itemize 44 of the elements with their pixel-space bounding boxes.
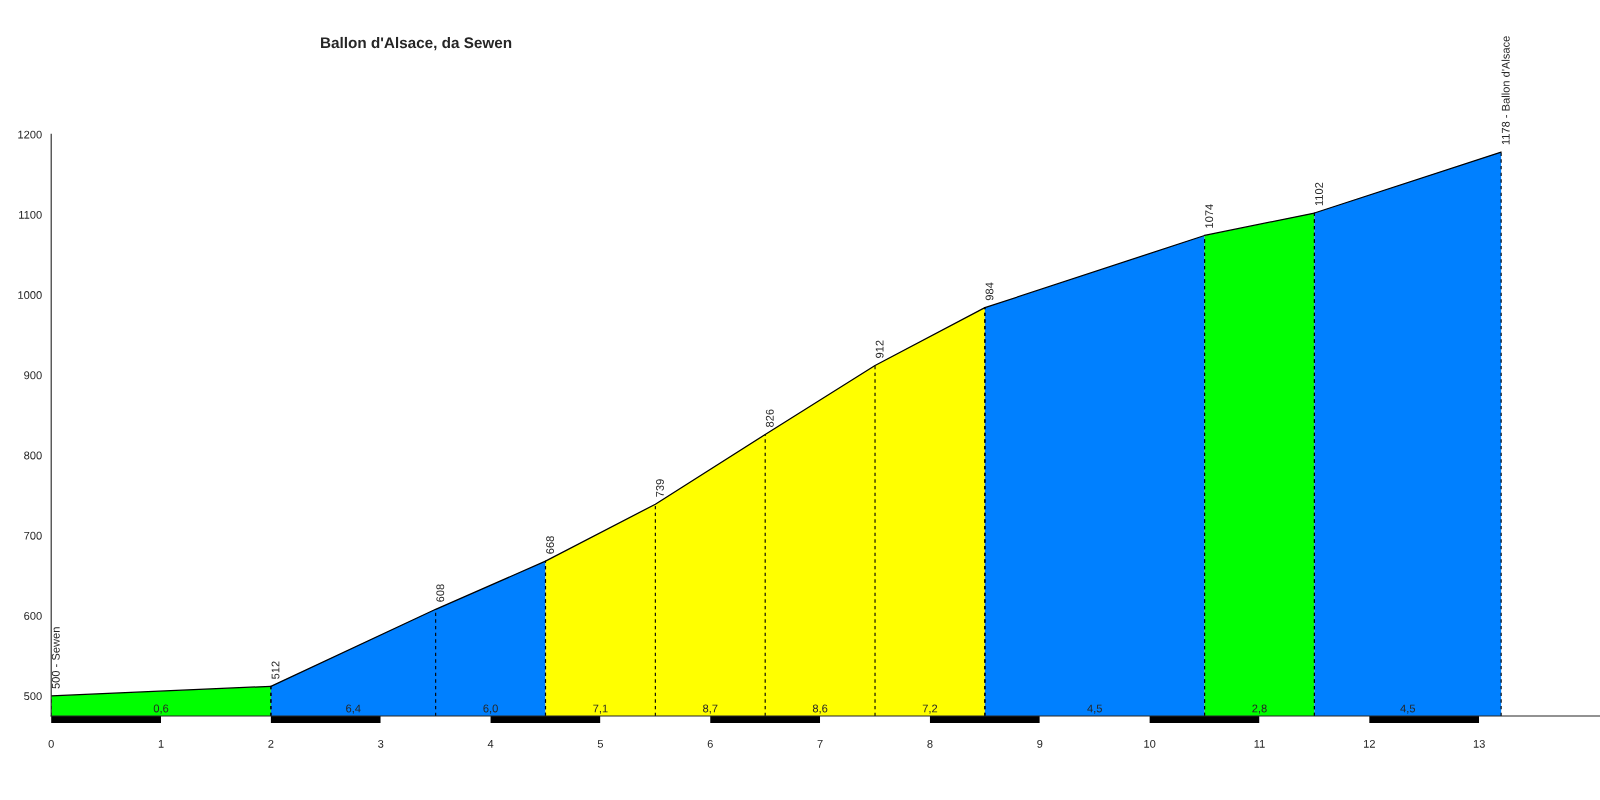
annotation: 6,4 (346, 704, 361, 714)
y-tick-label: 700 (24, 531, 42, 540)
annotation: 0,6 (153, 704, 169, 714)
annotation: 2,8 (1252, 704, 1267, 714)
annotation: 1102 (1315, 182, 1323, 206)
annotation: 7,1 (593, 704, 608, 714)
annotation: 608 (436, 584, 445, 602)
x-tick-label: 8 (927, 739, 933, 748)
y-tick-label: 1100 (19, 210, 42, 219)
annotation: 1178 - Ballon d'Alsace (1501, 36, 1510, 145)
x-tick-label: 0 (48, 739, 54, 748)
x-tick-label: 7 (817, 740, 823, 748)
annotation: 1074 (1205, 204, 1214, 228)
annotation: 668 (546, 536, 555, 554)
x-tick-label: 12 (1364, 739, 1375, 748)
y-tick-label: 1200 (18, 130, 42, 139)
y-tick-label: 500 (24, 692, 42, 701)
x-tick-label: 2 (268, 739, 274, 748)
x-tick-label: 5 (597, 740, 604, 748)
annotation: 500 - Sewen (51, 627, 60, 689)
y-tick-label: 900 (24, 371, 42, 380)
annotation: 4,5 (1400, 704, 1416, 714)
x-tick-label: 11 (1254, 740, 1265, 748)
y-tick-label: 600 (24, 611, 42, 620)
y-tick-label: 1000 (18, 291, 42, 299)
annotation: 984 (985, 282, 994, 301)
annotation: 7,2 (922, 704, 938, 714)
annotation: 4,5 (1087, 704, 1102, 714)
x-tick-label: 1 (158, 740, 164, 748)
chart-title: Ballon d'Alsace, da Sewen (321, 36, 512, 51)
annotation: 512 (271, 661, 280, 679)
annotation: 739 (656, 479, 664, 497)
annotation: 8,6 (812, 704, 828, 714)
annotation: 912 (875, 340, 884, 358)
annotation: 826 (765, 409, 774, 427)
y-tick-label: 800 (24, 451, 42, 460)
x-tick-label: 10 (1144, 739, 1156, 748)
x-tick-label: 4 (487, 740, 494, 748)
x-tick-label: 6 (707, 739, 713, 748)
x-tick-label: 9 (1037, 739, 1043, 748)
annotation: 8,7 (703, 704, 718, 714)
x-tick-label: 3 (378, 739, 384, 748)
annotation: 6,0 (483, 704, 498, 714)
x-tick-label: 13 (1473, 739, 1485, 748)
